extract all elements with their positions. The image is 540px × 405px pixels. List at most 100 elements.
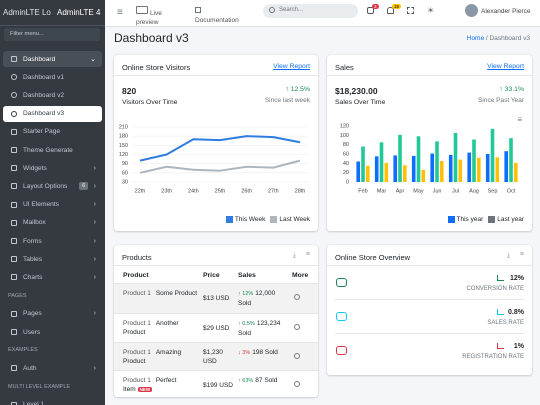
- menu-item[interactable]: Dashboard v2: [3, 87, 102, 103]
- menu-item[interactable]: Mailbox ›: [3, 215, 102, 231]
- menu-icon: [11, 147, 17, 153]
- menu-item[interactable]: Widgets ›: [3, 160, 102, 176]
- brand[interactable]: AdminLTE Lo AdminLTE 4: [0, 0, 105, 26]
- overview-trend-icon: [497, 309, 504, 315]
- user-name[interactable]: Alexander Pierce: [481, 8, 531, 15]
- chevron: ›: [93, 219, 96, 227]
- menu-icon[interactable]: ≡: [519, 251, 524, 258]
- more-search[interactable]: [294, 324, 300, 330]
- bar: [440, 161, 444, 182]
- legend-swatch: [270, 216, 278, 223]
- visitors-card: Online Store Visitors View Report 820 Vi…: [114, 55, 318, 231]
- legend-item[interactable]: Last Week: [270, 216, 310, 223]
- bar: [416, 136, 421, 182]
- messages-icon[interactable]: [367, 7, 374, 14]
- divider: [335, 299, 524, 300]
- stat-caption: Visitors Over Time: [122, 99, 178, 106]
- overview-icon: [336, 278, 347, 287]
- x-tick-label: 26th: [241, 188, 252, 194]
- legend-label: Last year: [497, 216, 524, 223]
- download-icon[interactable]: ⤓: [292, 252, 296, 259]
- sales-change: 12%: [238, 291, 253, 297]
- legend-swatch: [447, 216, 455, 223]
- y-tick-label: 60: [122, 170, 128, 176]
- crumb-home[interactable]: Home: [466, 35, 485, 42]
- card-title: Online Store Visitors: [122, 63, 191, 72]
- menu-header: EXAMPLES: [8, 347, 38, 354]
- menu-item[interactable]: Level 1: [3, 397, 102, 405]
- menu-item[interactable]: Auth ›: [3, 360, 102, 376]
- legend-swatch: [225, 216, 233, 223]
- price: $199 USD: [203, 382, 233, 389]
- menu-item[interactable]: Tables ›: [3, 251, 102, 267]
- doc-icon: [195, 7, 201, 13]
- product-cell: Product 1 Some Product: [123, 289, 198, 298]
- products-card: Products ⤓ ≡ Product Price Sales More Produc…: [114, 245, 318, 397]
- menu-item[interactable]: Layout Options 6 ›: [3, 178, 102, 194]
- nav-live[interactable]: Live preview: [136, 10, 162, 26]
- y-tick-label: 210: [119, 124, 128, 130]
- bar: [384, 162, 389, 182]
- menu-icon[interactable]: ≡: [305, 251, 310, 258]
- legend-item[interactable]: This Week: [225, 216, 265, 223]
- bar: [393, 155, 397, 182]
- menu-item[interactable]: UI Elements ›: [3, 197, 102, 213]
- divider: [114, 265, 318, 266]
- x-tick-label: Jun: [433, 188, 442, 194]
- download-icon[interactable]: ⤓: [506, 252, 510, 259]
- new-badge: NEW: [137, 387, 153, 392]
- menu-item[interactable]: Dashboard v1: [3, 69, 102, 85]
- chart: 30 60 90 120 150 180 210 22th 23th 24th 25th 26th 27…: [119, 124, 308, 194]
- bar: [374, 156, 379, 182]
- more-search[interactable]: [294, 294, 300, 300]
- price: $29 USD: [203, 325, 230, 332]
- legend-item[interactable]: This year: [447, 216, 483, 223]
- chart-menu[interactable]: ≡: [517, 115, 522, 124]
- more-search[interactable]: [294, 353, 300, 359]
- chart: 0 20 40 60 80 100 120 Feb Mar Apr May Jun Jul Aug Sep O…: [340, 123, 518, 194]
- menu-item[interactable]: Dashboard ⌄: [3, 51, 102, 67]
- breadcrumb: Home / Dashboard v3: [466, 35, 530, 42]
- theme-icon[interactable]: ☀: [427, 6, 435, 15]
- more-search[interactable]: [294, 381, 300, 387]
- menu-item[interactable]: Forms ›: [3, 233, 102, 249]
- nav-docs[interactable]: Documentation: [195, 17, 239, 24]
- stat-caption: Sales Over Time: [335, 99, 386, 106]
- menu-item[interactable]: Charts ›: [3, 269, 102, 285]
- notify-icon[interactable]: [387, 7, 394, 14]
- menu-item[interactable]: Dashboard v3: [3, 105, 102, 122]
- messages-badge: 3: [372, 4, 379, 9]
- menu-label: Theme Generate: [23, 146, 73, 154]
- view-report[interactable]: View Report: [487, 63, 524, 70]
- line-series: [139, 135, 301, 162]
- brand-title: AdminLTE 4: [57, 8, 101, 17]
- sales-sold: 198 Sold: [252, 349, 278, 356]
- menu-label: Layout Options: [23, 182, 68, 190]
- filter-input[interactable]: Filter menu...: [4, 28, 100, 41]
- x-tick-label: Mar: [377, 188, 387, 194]
- menu-icon: [11, 110, 17, 117]
- y-tick-label: 20: [343, 170, 349, 176]
- menu-item[interactable]: Theme Generate: [3, 142, 102, 158]
- column-header: Product: [123, 272, 149, 279]
- product-name: Amazing Product: [123, 349, 182, 365]
- menu-item[interactable]: Pages ›: [3, 306, 102, 322]
- menu-icon: [11, 310, 17, 317]
- fullscreen-icon[interactable]: [407, 7, 414, 14]
- menu-label: Users: [23, 328, 41, 336]
- search-box[interactable]: Search...: [263, 4, 358, 18]
- view-report[interactable]: View Report: [273, 63, 310, 70]
- menu-toggle[interactable]: ≡: [117, 7, 123, 18]
- overview-label: REGISTRATION RATE: [462, 354, 524, 360]
- bar: [421, 169, 426, 182]
- stat-period: Since Past Year: [478, 97, 524, 104]
- bar: [453, 133, 458, 182]
- menu-item[interactable]: Users: [3, 324, 102, 340]
- legend-item[interactable]: Last year: [488, 216, 524, 223]
- product-name: Perfect Item: [123, 377, 177, 393]
- price: $13 USD: [203, 295, 230, 302]
- menu-item[interactable]: Starter Page: [3, 124, 102, 140]
- avatar[interactable]: [465, 4, 478, 17]
